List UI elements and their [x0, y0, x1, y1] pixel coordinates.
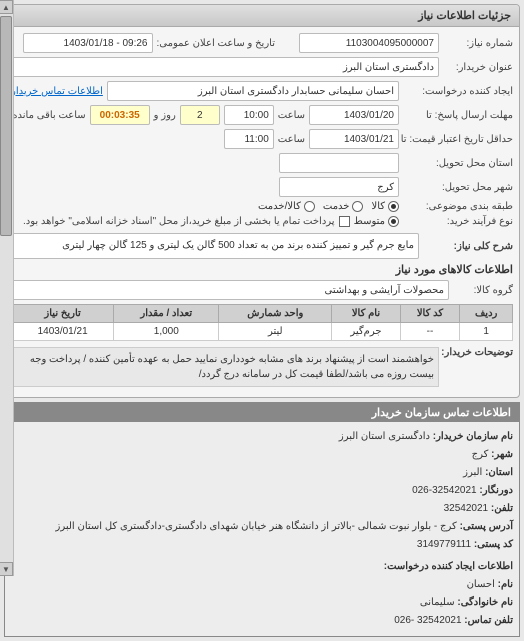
lname-value: سلیمانی: [420, 597, 455, 608]
time-label-1: ساعت: [278, 110, 305, 121]
contact-link[interactable]: اطلاعات تماس خریدار: [11, 86, 103, 97]
cell-code: --: [400, 323, 460, 341]
cphone-label: تلفن تماس:: [464, 615, 513, 626]
cell-unit: لیتر: [219, 323, 332, 341]
postcode-label: کد پستی:: [474, 539, 513, 550]
province-label: استان:: [485, 467, 513, 478]
group-label: گروه کالا:: [453, 285, 513, 296]
subject-label: شرح کلی نیاز:: [423, 241, 513, 252]
cphone-value: 32542021 -026: [394, 615, 461, 626]
announce-field: 09:26 - 1403/01/18: [23, 33, 153, 53]
remain-time-field: 00:03:35: [90, 105, 150, 125]
radio-icon: [352, 201, 363, 212]
scroll-thumb[interactable]: [0, 16, 12, 236]
creator-label: ایجاد کننده درخواست:: [403, 86, 513, 97]
deadline-date-field: 1403/01/20: [309, 105, 399, 125]
location-label: استان محل تحویل:: [403, 158, 513, 169]
col-date: تاریخ نیاز: [12, 305, 114, 323]
col-row: ردیف: [460, 305, 513, 323]
fax-value: 32542021-026: [412, 485, 477, 496]
category-label: طبقه بندی موضوعی:: [403, 201, 513, 212]
org-label: نام سازمان خریدار:: [433, 431, 513, 442]
addr-value: کرج - بلوار نبوت شمالی -بالاتر از دانشگا…: [56, 521, 457, 532]
col-name: نام کالا: [332, 305, 400, 323]
table-row[interactable]: 1 -- جرم‌گیر لیتر 1,000 1403/01/21: [12, 323, 513, 341]
remain-after-label: ساعت باقی مانده: [12, 110, 85, 121]
city-field: کرج: [279, 177, 399, 197]
radio-icon: [388, 216, 399, 227]
treasury-checkbox[interactable]: [339, 216, 350, 227]
deadline-label: مهلت ارسال پاسخ: تا: [403, 110, 513, 121]
panel-title: جزئیات اطلاعات نیاز: [5, 5, 519, 27]
location-field: [279, 153, 399, 173]
details-panel: جزئیات اطلاعات نیاز شماره نیاز: 11030040…: [4, 4, 520, 398]
creator-field: احسان سلیمانی حسابدار دادگستری استان الب…: [107, 81, 399, 101]
process-label: نوع فرآیند خرید:: [403, 216, 513, 227]
group-field: محصولات آرایشی و بهداشتی: [11, 280, 449, 300]
contact-body: نام سازمان خریدار: دادگستری استان البرز …: [5, 422, 519, 636]
vertical-scrollbar[interactable]: ▲ ▼: [0, 0, 14, 576]
city-label: شهر محل تحویل:: [403, 182, 513, 193]
ccity-value: کرج: [472, 449, 489, 460]
addr-label: آدرس پستی:: [460, 521, 513, 532]
radio-all[interactable]: کالا: [371, 201, 399, 212]
announce-label: تاریخ و ساعت اعلان عمومی:: [157, 38, 276, 49]
remain-days-field: 2: [180, 105, 220, 125]
contact-panel: اطلاعات تماس سازمان خریدار نام سازمان خر…: [4, 402, 520, 637]
phone-value: 32542021: [444, 503, 489, 514]
name-value: احسان: [467, 579, 495, 590]
lname-label: نام خانوادگی:: [457, 597, 513, 608]
ccity-label: شهر:: [491, 449, 513, 460]
phone-label: تلفن:: [491, 503, 513, 514]
time-label-2: ساعت: [278, 134, 305, 145]
radio-icon: [388, 201, 399, 212]
col-unit: واحد شمارش: [219, 305, 332, 323]
creator-section-title: اطلاعات ایجاد کننده درخواست:: [11, 558, 513, 576]
panel-body: شماره نیاز: 1103004095000007 تاریخ و ساع…: [5, 27, 519, 397]
cell-date: 1403/01/21: [12, 323, 114, 341]
postcode-value: 3149779111: [417, 539, 471, 550]
org-value: دادگستری استان البرز: [339, 431, 430, 442]
province-value: البرز: [463, 467, 482, 478]
process-note: پرداخت تمام یا بخشی از مبلغ خرید،از محل …: [11, 216, 335, 227]
cell-name: جرم‌گیر: [332, 323, 400, 341]
radio-icon: [304, 201, 315, 212]
desc-label: توضیحات خریدار:: [443, 347, 513, 358]
buyer-field: دادگستری استان البرز: [11, 57, 439, 77]
col-code: کد کالا: [400, 305, 460, 323]
items-section-title: اطلاعات کالاهای مورد نیاز: [11, 263, 513, 276]
items-table: ردیف کد کالا نام کالا واحد شمارش تعداد /…: [11, 304, 513, 341]
category-radio-group: کالا خدمت کالا/خدمت: [258, 201, 399, 212]
subject-field: مایع جرم گیر و تمییز کننده برند من به تع…: [11, 233, 419, 259]
need-no-label: شماره نیاز:: [443, 38, 513, 49]
validity-date-field: 1403/01/21: [309, 129, 399, 149]
process-radio-group: متوسط: [354, 216, 399, 227]
col-qty: تعداد / مقدار: [114, 305, 219, 323]
buyer-label: عنوان خریدار:: [443, 62, 513, 73]
contact-panel-title: اطلاعات تماس سازمان خریدار: [5, 403, 519, 422]
validity-label: حداقل تاریخ اعتبار قیمت: تا تاریخ:: [403, 134, 513, 145]
radio-medium[interactable]: متوسط: [354, 216, 399, 227]
validity-time-field: 11:00: [224, 129, 274, 149]
name-label: نام:: [498, 579, 513, 590]
radio-both[interactable]: کالا/خدمت: [258, 201, 315, 212]
fax-label: دورنگار:: [479, 485, 513, 496]
need-no-field: 1103004095000007: [299, 33, 439, 53]
scroll-down-button[interactable]: ▼: [0, 562, 13, 576]
table-header-row: ردیف کد کالا نام کالا واحد شمارش تعداد /…: [12, 305, 513, 323]
radio-service[interactable]: خدمت: [323, 201, 364, 212]
scroll-up-button[interactable]: ▲: [0, 0, 13, 14]
cell-row: 1: [460, 323, 513, 341]
remain-day-label: روز و: [154, 110, 176, 121]
deadline-time-field: 10:00: [224, 105, 274, 125]
cell-qty: 1,000: [114, 323, 219, 341]
scroll-track[interactable]: [0, 14, 13, 562]
desc-box: خواهشمند است از پیشنهاد برند های مشابه خ…: [11, 347, 439, 387]
